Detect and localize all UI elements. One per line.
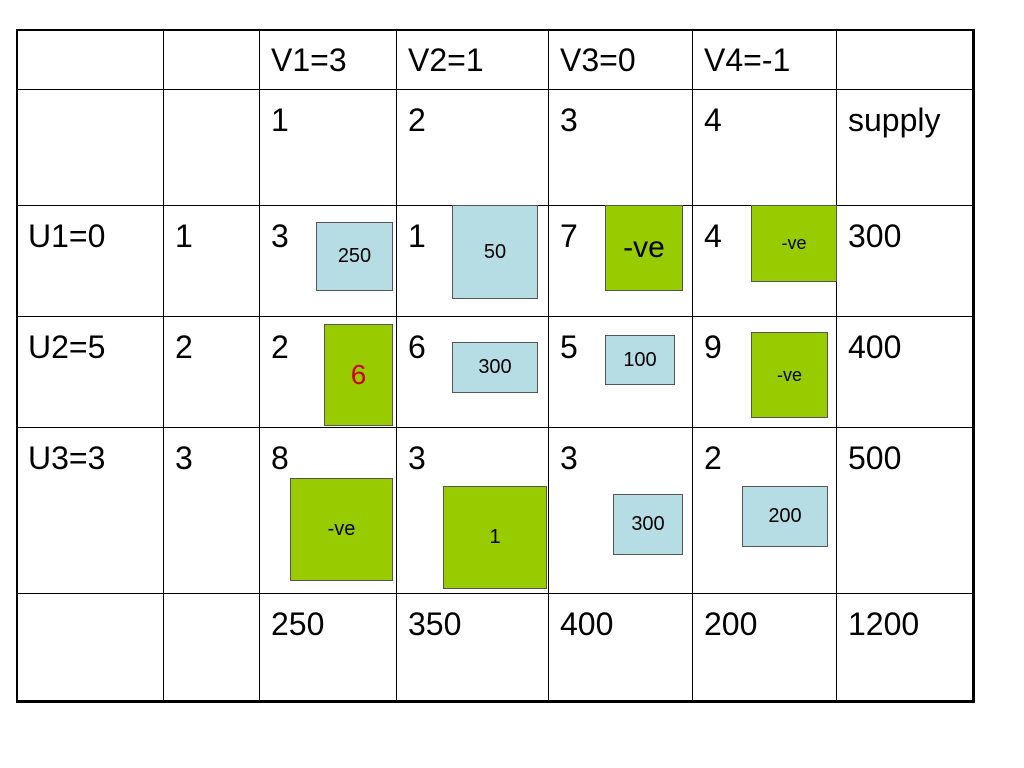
table-cell: 1 <box>163 205 260 317</box>
table-cell <box>16 89 164 206</box>
allocation-box: 100 <box>605 335 675 385</box>
allocation-box: 50 <box>452 205 538 299</box>
allocation-box: 300 <box>613 494 683 555</box>
table-cell <box>836 29 975 90</box>
table-cell: 300 <box>836 205 975 317</box>
evaluation-box: 6 <box>324 324 393 426</box>
evaluation-box: -ve <box>751 205 837 282</box>
table-cell: 400 <box>548 593 693 703</box>
table-cell: V2=1 <box>396 29 549 90</box>
table-cell: 2 <box>163 316 260 428</box>
table-cell: 1200 <box>836 593 975 703</box>
table-cell: 350 <box>396 593 549 703</box>
table-cell: V3=0 <box>548 29 693 90</box>
evaluation-box: -ve <box>605 205 683 291</box>
table-cell <box>16 29 164 90</box>
evaluation-box: -ve <box>751 332 828 418</box>
table-cell <box>163 593 260 703</box>
evaluation-box: -ve <box>290 478 393 581</box>
evaluation-box: 1 <box>443 486 547 589</box>
table-cell: 1 <box>259 89 397 206</box>
table-cell <box>163 29 260 90</box>
table-cell: 3 <box>548 89 693 206</box>
table-cell: supply <box>836 89 975 206</box>
table-cell <box>163 89 260 206</box>
table-cell: 2 <box>396 89 549 206</box>
allocation-box: 300 <box>452 342 538 393</box>
allocation-box: 200 <box>742 486 828 547</box>
table-cell: U2=5 <box>16 316 164 428</box>
table-cell: 3 <box>163 427 260 594</box>
table-cell: U1=0 <box>16 205 164 317</box>
table-cell: U3=3 <box>16 427 164 594</box>
table-cell: 4 <box>692 89 837 206</box>
table-cell: 400 <box>836 316 975 428</box>
allocation-box: 250 <box>316 222 393 291</box>
table-cell: 250 <box>259 593 397 703</box>
table-cell: 200 <box>692 593 837 703</box>
table-cell: V4=-1 <box>692 29 837 90</box>
table-cell: V1=3 <box>259 29 397 90</box>
table-cell <box>16 593 164 703</box>
table-cell: 500 <box>836 427 975 594</box>
